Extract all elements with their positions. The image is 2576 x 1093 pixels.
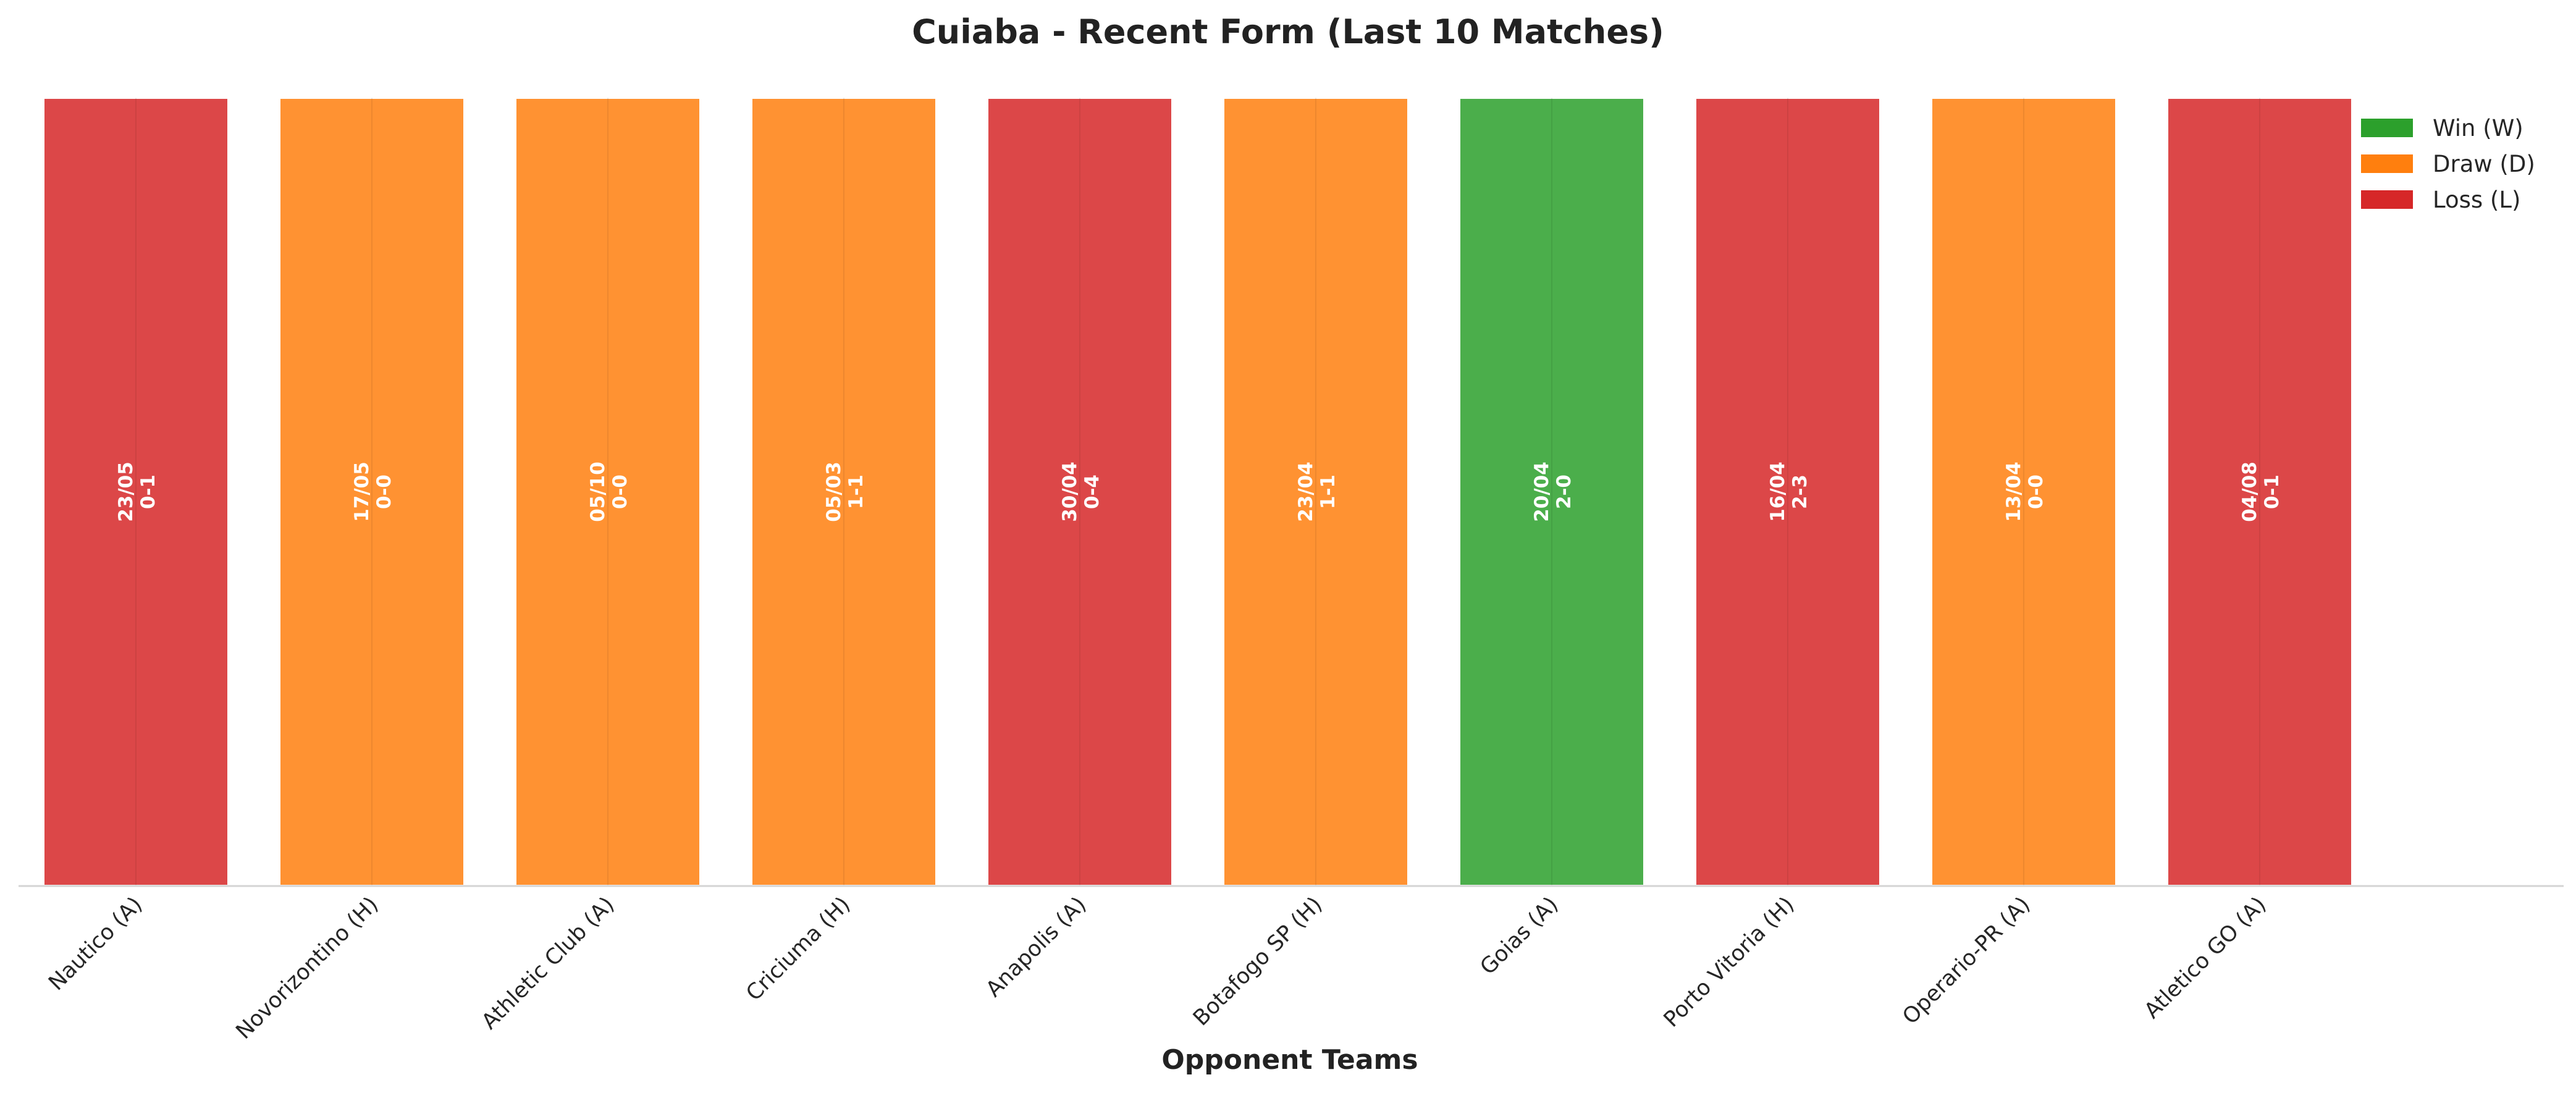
bar-date-0: 23/05 — [115, 462, 137, 522]
bar-2 — [514, 96, 702, 887]
x-tick-label-0: Nautico (A) — [44, 892, 147, 995]
bar-label-7: 16/042-3 — [1767, 462, 1811, 522]
bar-3 — [750, 96, 938, 887]
bar-date-3: 05/03 — [823, 462, 845, 522]
bar-score-4: 0-4 — [1081, 475, 1103, 509]
legend-swatch-l — [2361, 190, 2413, 209]
bar-label-0: 23/050-1 — [115, 462, 159, 522]
bar-date-6: 20/04 — [1531, 462, 1553, 522]
bar-score-8: 0-0 — [2025, 475, 2047, 509]
bar-score-2: 0-0 — [609, 475, 631, 509]
x-tick-labels: Nautico (A) Novorizontino (H) Athletic Clu… — [44, 892, 2271, 1044]
bar-label-8: 13/040-0 — [2003, 462, 2047, 522]
bar-date-9: 04/08 — [2239, 462, 2261, 522]
bar-label-3: 05/031-1 — [823, 462, 867, 522]
bar-4 — [986, 96, 1174, 887]
legend: Win (W) Draw (D) Loss (L) — [2361, 115, 2535, 213]
bar-date-7: 16/04 — [1767, 462, 1789, 522]
x-axis-label: Opponent Teams — [1161, 1044, 1418, 1076]
x-tick-label-9: Atletico GO (A) — [2140, 892, 2271, 1024]
legend-label-d: Draw (D) — [2433, 151, 2535, 177]
bar-6 — [1458, 96, 1646, 887]
x-tick-label-1: Novorizontino (H) — [232, 892, 384, 1044]
bar-date-8: 13/04 — [2003, 462, 2025, 522]
bar-label-2: 05/100-0 — [587, 462, 631, 522]
x-tick-label-7: Porto Vitoria (H) — [1659, 892, 1799, 1032]
bar-score-7: 2-3 — [1789, 475, 1811, 509]
x-tick-label-4: Anapolis (A) — [982, 892, 1092, 1002]
bar-score-6: 2-0 — [1553, 475, 1575, 509]
x-tick-label-2: Athletic Club (A) — [477, 892, 619, 1034]
bar-label-9: 04/080-1 — [2239, 462, 2283, 522]
bar-label-1: 17/050-0 — [351, 462, 395, 522]
bar-label-6: 20/042-0 — [1531, 462, 1575, 522]
bar-score-1: 0-0 — [373, 475, 395, 509]
chart-title: Cuiaba - Recent Form (Last 10 Matches) — [912, 12, 1664, 51]
legend-label-w: Win (W) — [2433, 115, 2523, 141]
bar-score-3: 1-1 — [845, 475, 867, 509]
bar-label-5: 23/041-1 — [1295, 462, 1339, 522]
legend-swatch-d — [2361, 154, 2413, 173]
legend-swatch-w — [2361, 119, 2413, 137]
bar-9 — [2166, 96, 2354, 887]
legend-label-l: Loss (L) — [2433, 187, 2520, 213]
x-tick-label-3: Criciuma (H) — [742, 892, 856, 1006]
bar-date-5: 23/04 — [1295, 462, 1317, 522]
x-tick-label-8: Operario-PR (A) — [1898, 892, 2035, 1029]
bar-score-5: 1-1 — [1317, 475, 1339, 509]
bar-date-4: 30/04 — [1059, 462, 1081, 522]
bar-5 — [1222, 96, 1410, 887]
x-tick-label-5: Botafogo SP (H) — [1189, 892, 1327, 1031]
bar-label-4: 30/040-4 — [1059, 462, 1103, 522]
bar-date-1: 17/05 — [351, 462, 373, 522]
bar-score-0: 0-1 — [137, 475, 159, 509]
bar-score-9: 0-1 — [2261, 475, 2283, 509]
bar-date-2: 05/10 — [587, 462, 609, 522]
bar-0 — [42, 96, 230, 887]
x-tick-label-6: Goias (A) — [1476, 892, 1564, 980]
bars-group: 23/050-1 17/050-0 05/100-0 05/031-1 30/040-4… — [42, 96, 2354, 887]
bar-1 — [278, 96, 466, 887]
